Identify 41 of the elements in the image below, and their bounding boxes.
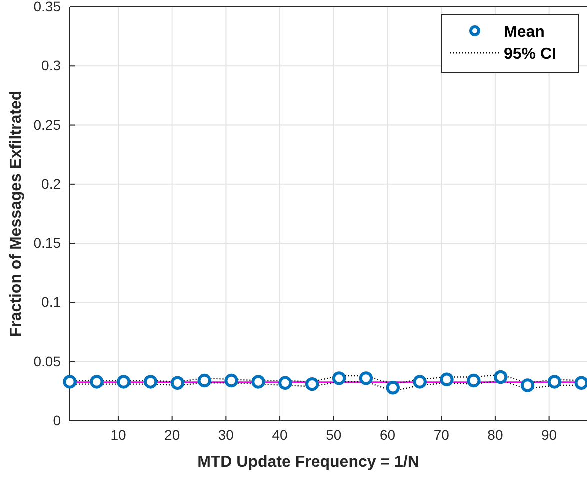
point [117,375,131,389]
x-tick-label: 90 [542,426,558,443]
point [252,375,266,389]
point [467,374,481,388]
x-tick-label: 80 [488,426,504,443]
point [144,375,158,389]
point [198,374,212,388]
point [332,372,346,386]
x-tick-label: 40 [272,426,288,443]
point [278,376,292,390]
point [170,376,185,390]
y-tick-label: 0.15 [34,235,62,252]
point [413,375,427,389]
point [494,370,508,384]
point [224,374,238,388]
point [548,375,562,389]
y-tick-label: 0.25 [34,116,62,133]
point [305,377,320,392]
point [90,375,104,389]
y-tick-label: 0.05 [34,353,62,370]
x-tick-label: 70 [434,426,450,443]
y-tick-label: 0.1 [42,294,62,310]
point [359,372,374,386]
point [386,381,400,395]
x-tick-label: 60 [380,426,396,443]
point [574,376,587,390]
x-tick-label: 20 [164,426,180,443]
y-tick-label: 0.3 [42,58,62,74]
legend-label: Mean [504,24,545,41]
x-tick-label: 10 [110,426,126,443]
x-tick-label: 50 [326,426,342,443]
y-tick-label: 0.35 [34,0,62,14]
y-tick-label: 0 [53,412,62,428]
x-tick-label: 30 [218,426,234,443]
x-axis-title: MTD Update Frequency = 1/N [198,454,420,471]
point [63,375,77,389]
legend-label: 95% CI [504,46,556,63]
y-tick-label: 0.2 [42,176,62,192]
y-axis-title: Fraction of Messages Exfiltrated [8,90,25,338]
point [440,372,454,386]
point [520,378,535,392]
